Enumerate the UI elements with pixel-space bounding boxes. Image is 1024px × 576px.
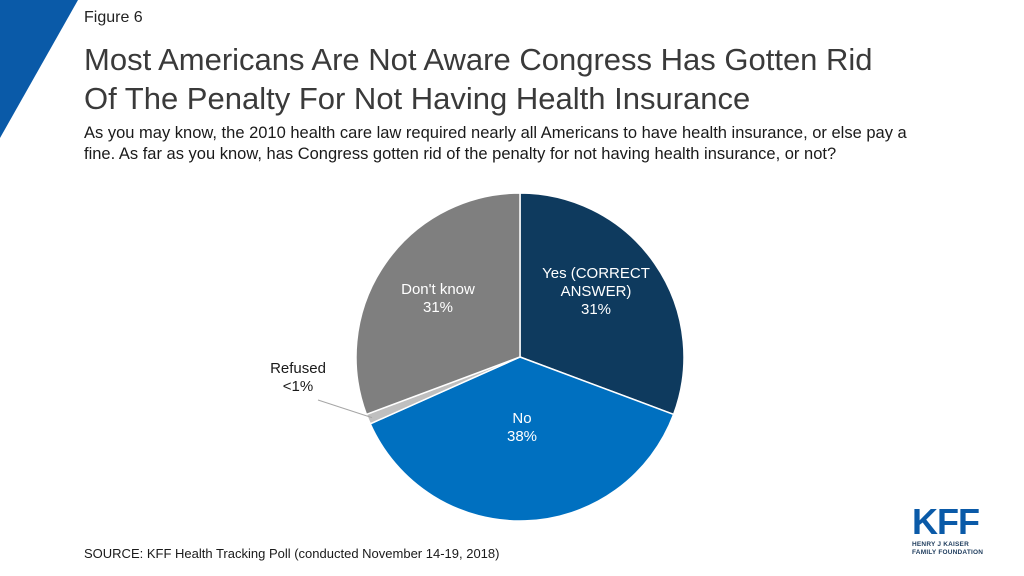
slice-label: Yes (CORRECT ANSWER) 31% xyxy=(542,265,650,318)
slice-name: Don't know xyxy=(401,281,475,298)
slice-value: <1% xyxy=(283,378,313,395)
pie-slice xyxy=(519,192,685,416)
slice-label: Refused <1% xyxy=(270,360,326,395)
slice-label: Don't know 31% xyxy=(401,281,475,316)
slice-value: 31% xyxy=(581,301,611,318)
title-line: Of The Penalty For Not Having Health Ins… xyxy=(84,81,751,116)
question-subtitle: As you may know, the 2010 health care la… xyxy=(84,123,984,165)
logo-wordmark: KFF xyxy=(912,501,980,542)
logo-subtitle: HENRY J KAISER FAMILY FOUNDATION xyxy=(912,541,992,557)
logo-subtitle-line: FAMILY FOUNDATION xyxy=(912,549,984,556)
slice-name: Yes (CORRECT xyxy=(542,265,650,282)
pie-slice xyxy=(369,356,675,522)
subtitle-line: As you may know, the 2010 health care la… xyxy=(84,124,907,142)
subtitle-line: fine. As far as you know, has Congress g… xyxy=(84,145,837,163)
slice-name: Refused xyxy=(270,360,326,377)
leader-line xyxy=(317,399,373,419)
slice-value: 31% xyxy=(423,299,453,316)
slice-name: ANSWER) xyxy=(561,283,632,300)
pie-slice xyxy=(355,192,521,416)
logo-subtitle-line: HENRY J KAISER xyxy=(912,541,969,548)
slice-value: 38% xyxy=(507,428,537,445)
source-note: SOURCE: KFF Health Tracking Poll (conduc… xyxy=(84,546,500,561)
kff-logo: KFF HENRY J KAISER FAMILY FOUNDATION xyxy=(912,501,992,557)
corner-accent-triangle xyxy=(0,0,78,138)
title-line: Most Americans Are Not Aware Congress Ha… xyxy=(84,42,873,77)
slice-label: No 38% xyxy=(507,410,537,445)
slice-name: No xyxy=(512,410,531,427)
page-title: Most Americans Are Not Aware Congress Ha… xyxy=(84,40,984,118)
figure-label: Figure 6 xyxy=(84,9,143,26)
